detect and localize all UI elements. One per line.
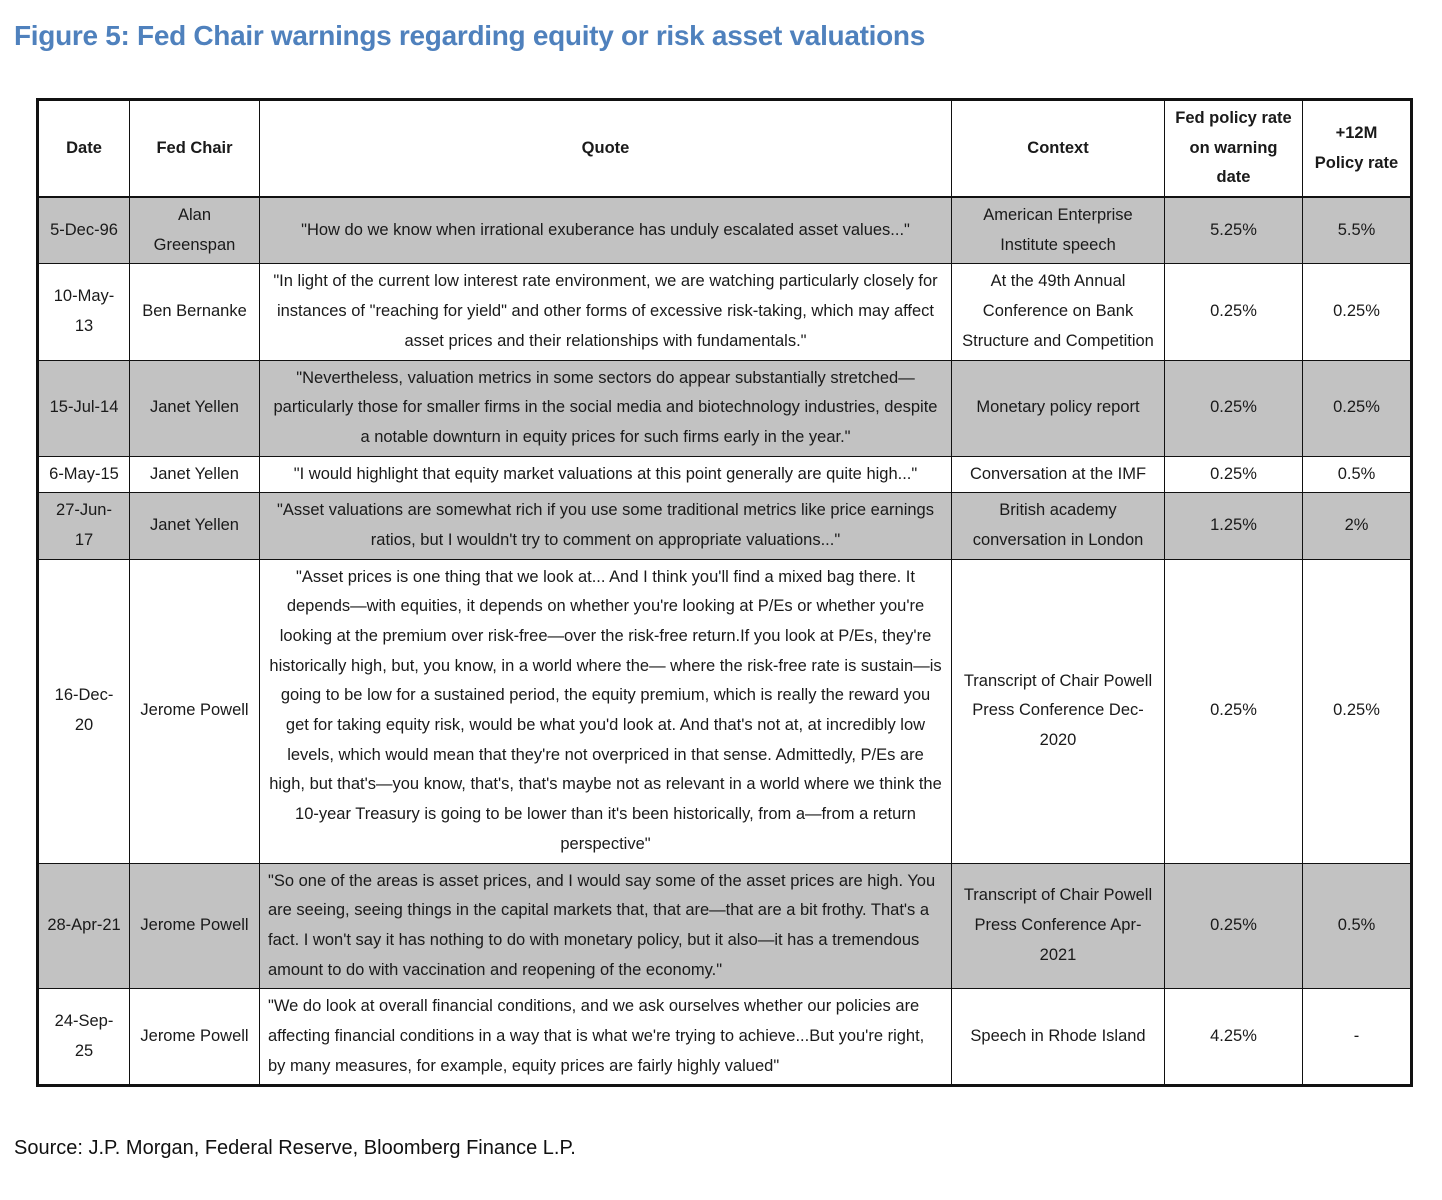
cell-rate-12m: 0.25% [1302,359,1412,457]
table-row: 15-Jul-14 Janet Yellen "Nevertheless, valu… [37,359,1412,457]
cell-chair: Jerome Powell [129,862,260,990]
cell-rate-12m: - [1302,988,1412,1087]
cell-quote: "How do we know when irrational exuberan… [259,196,952,265]
cell-quote: "We do look at overall financial conditi… [259,988,952,1087]
cell-context: At the 49th Annual Conference on Bank St… [951,263,1165,361]
cell-quote: "Asset prices is one thing that we look … [259,558,952,864]
table-row: 16-Dec-20 Jerome Powell "Asset prices is o… [37,558,1412,864]
figure-title: Figure 5: Fed Chair warnings regarding e… [14,20,926,51]
table-row: 27-Jun-17 Janet Yellen "Asset valuations a… [37,492,1412,560]
cell-quote: "Nevertheless, valuation metrics in some… [259,359,952,457]
cell-rate-on-warning: 0.25% [1164,862,1303,990]
header-cell-quote: Quote [259,99,952,199]
cell-quote: "In light of the current low interest ra… [259,263,952,361]
cell-date: 16-Dec-20 [37,558,130,864]
cell-chair: Ben Bernanke [129,263,260,361]
cell-context: Transcript of Chair Powell Press Confere… [951,862,1165,990]
cell-rate-12m: 0.25% [1302,558,1412,864]
cell-date: 5-Dec-96 [37,196,130,265]
cell-rate-12m: 0.5% [1302,455,1412,494]
table-body: 5-Dec-96 Alan Greenspan "How do we know wh… [37,196,1412,1087]
cell-date: 28-Apr-21 [37,862,130,990]
table-row: 28-Apr-21 Jerome Powell "So one of the are… [37,862,1412,990]
cell-chair: Janet Yellen [129,455,260,494]
cell-rate-on-warning: 5.25% [1164,196,1303,265]
fed-warnings-table: Date Fed Chair Quote Context Fed policy … [36,98,1413,1088]
table-row: 6-May-15 Janet Yellen "I would highlight t… [37,455,1412,494]
cell-rate-on-warning: 1.25% [1164,492,1303,560]
cell-rate-12m: 2% [1302,492,1412,560]
table-header-row: Date Fed Chair Quote Context Fed policy … [37,99,1412,199]
source-line: Source: J.P. Morgan, Federal Reserve, Bl… [14,1137,576,1160]
table-row: 5-Dec-96 Alan Greenspan "How do we know wh… [37,196,1412,265]
cell-context: Transcript of Chair Powell Press Confere… [951,558,1165,864]
cell-date: 27-Jun-17 [37,492,130,560]
cell-date: 24-Sep-25 [37,988,130,1087]
cell-context: Conversation at the IMF [951,455,1165,494]
cell-quote: "Asset valuations are somewhat rich if y… [259,492,952,560]
cell-rate-12m: 5.5% [1302,196,1412,265]
header-cell-date: Date [37,99,130,199]
cell-rate-on-warning: 0.25% [1164,359,1303,457]
cell-rate-12m: 0.25% [1302,263,1412,361]
cell-rate-on-warning: 0.25% [1164,455,1303,494]
cell-chair: Alan Greenspan [129,196,260,265]
cell-date: 6-May-15 [37,455,130,494]
cell-quote: "I would highlight that equity market va… [259,455,952,494]
cell-context: American Enterprise Institute speech [951,196,1165,265]
cell-chair: Janet Yellen [129,492,260,560]
cell-rate-on-warning: 0.25% [1164,558,1303,864]
table-row: 10-May-13 Ben Bernanke "In light of the cu… [37,263,1412,361]
cell-date: 15-Jul-14 [37,359,130,457]
header-cell-rate-on-warning: Fed policy rate on warning date [1164,99,1303,199]
cell-rate-12m: 0.5% [1302,862,1412,990]
header-cell-context: Context [951,99,1165,199]
cell-context: Speech in Rhode Island [951,988,1165,1087]
cell-chair: Janet Yellen [129,359,260,457]
table-row: 24-Sep-25 Jerome Powell "We do look at ove… [37,988,1412,1087]
cell-rate-on-warning: 4.25% [1164,988,1303,1087]
cell-context: Monetary policy report [951,359,1165,457]
header-cell-fed-chair: Fed Chair [129,99,260,199]
cell-context: British academy conversation in London [951,492,1165,560]
cell-chair: Jerome Powell [129,558,260,864]
cell-date: 10-May-13 [37,263,130,361]
cell-rate-on-warning: 0.25% [1164,263,1303,361]
cell-chair: Jerome Powell [129,988,260,1087]
header-cell-rate-12m: +12M Policy rate [1302,99,1412,199]
cell-quote: "So one of the areas is asset prices, an… [259,862,952,990]
